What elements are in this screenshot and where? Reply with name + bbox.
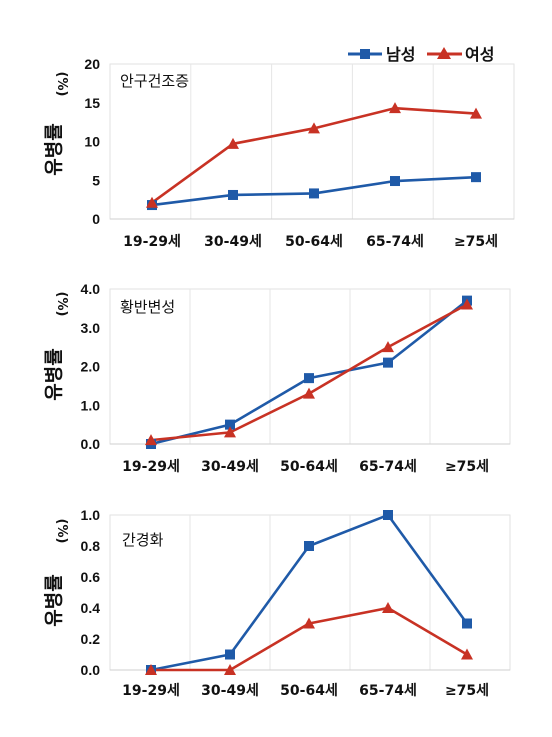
y-tick-label: 3.0: [81, 320, 101, 336]
data-point-female: [461, 648, 473, 660]
y-tick-label: 4.0: [81, 281, 101, 297]
data-point-female: [382, 602, 394, 613]
y-tick-label: 0: [92, 211, 100, 227]
data-point-male: [225, 649, 235, 660]
legend-male-label: 남성: [386, 45, 415, 64]
x-tick-label: ≥75세: [454, 234, 498, 250]
data-point-female: [389, 102, 401, 114]
data-point-female: [145, 434, 157, 446]
series-line-female: [150, 303, 468, 442]
x-tick-label: 50-64세: [285, 234, 343, 250]
data-point-male: [228, 189, 238, 200]
data-point-female: [303, 617, 315, 629]
chart-panel-3: 0.0 0.2 0.4 0.6 0.8 1.0 19-29세 30-49세 50-64세 65-7…: [43, 507, 511, 699]
x-tick-label: 65-74세: [359, 459, 417, 475]
data-point-female: [470, 107, 482, 119]
data-point-male: [462, 618, 472, 629]
x-tick-label: 30-49세: [201, 683, 259, 699]
data-point-male: [383, 510, 393, 520]
y-axis-title: 유병률: [43, 574, 65, 626]
data-point-female: [146, 196, 158, 208]
x-tick-label: ≥75세: [445, 459, 489, 475]
data-point-female: [224, 664, 236, 675]
y-tick-label: 10: [84, 134, 100, 150]
data-point-female: [145, 664, 157, 675]
data-point-male: [383, 357, 393, 368]
x-tick-label: 50-64세: [280, 459, 338, 475]
y-tick-label: 0.8: [81, 538, 101, 554]
y-tick-label: 15: [84, 95, 100, 111]
y-unit-label: (%): [54, 292, 69, 317]
chart-title: 황반변성: [120, 298, 175, 316]
y-tick-label: 0.2: [81, 631, 101, 647]
x-tick-label: 19-29세: [123, 234, 181, 250]
y-axis-title: 유병률: [43, 348, 65, 400]
data-point-male: [309, 188, 319, 199]
data-point-female: [308, 122, 320, 134]
y-tick-label: 1.0: [81, 397, 101, 413]
data-point-male: [304, 373, 314, 384]
chart-panel-2: 0.0 1.0 2.0 3.0 4.0 19-29세 30-49세 50-64세 65-74세 ≥…: [43, 281, 511, 475]
y-axis-title: 유병률: [43, 123, 65, 175]
y-tick-label: 0.4: [81, 600, 101, 616]
legend-female-label: 여성: [465, 45, 494, 64]
y-tick-label: 2.0: [81, 359, 101, 375]
x-tick-label: 65-74세: [359, 683, 417, 699]
y-tick-label: 5: [92, 172, 100, 188]
data-point-male: [304, 541, 314, 551]
data-point-female: [227, 137, 239, 149]
y-tick-label: 0.0: [81, 662, 101, 678]
chart-panel-1: 0 5 10 15 20 19-29세 30-49세 50-64세 65-74세 ≥75세 유병률 (…: [43, 56, 515, 250]
data-point-female: [224, 426, 236, 438]
legend-female-marker: [437, 47, 451, 59]
x-tick-label: 19-29세: [122, 683, 180, 699]
x-tick-label: 30-49세: [201, 459, 259, 475]
series-line-male: [150, 299, 468, 446]
chart-title: 안구건조증: [120, 72, 189, 90]
y-tick-label: 20: [84, 56, 100, 72]
y-tick-label: 0.6: [81, 569, 101, 585]
x-tick-label: 50-64세: [280, 683, 338, 699]
legend-male-marker: [360, 49, 370, 59]
y-tick-label: 1.0: [81, 507, 101, 523]
data-point-male: [225, 419, 235, 430]
data-point-female: [303, 387, 315, 399]
data-point-female: [461, 298, 473, 310]
y-tick-label: 0.0: [81, 436, 101, 452]
series-line-male: [150, 513, 469, 672]
chart-title: 간경화: [122, 531, 164, 549]
plot-frame: [109, 514, 511, 671]
data-point-male: [390, 176, 400, 187]
data-point-female: [382, 341, 394, 353]
legend: 남성 여성: [348, 45, 494, 64]
y-unit-label: (%): [54, 519, 69, 544]
x-tick-label: ≥75세: [445, 683, 489, 699]
y-unit-label: (%): [54, 72, 69, 97]
x-tick-label: 19-29세: [122, 459, 180, 475]
x-tick-label: 65-74세: [366, 234, 424, 250]
data-point-male: [471, 172, 481, 183]
x-tick-label: 30-49세: [204, 234, 262, 250]
